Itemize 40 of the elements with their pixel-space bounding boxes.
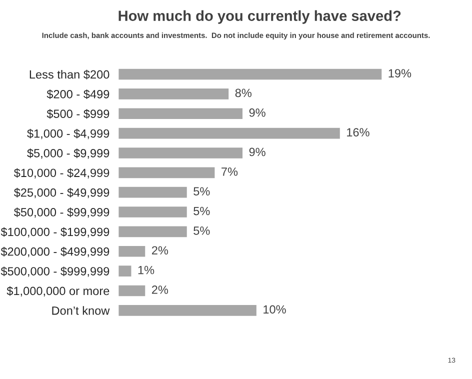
data-label: 5% (194, 226, 210, 235)
bar (118, 146, 244, 160)
y-tick-label: $500 - $999 (46, 109, 110, 119)
data-label: 2% (152, 246, 168, 254)
bar (118, 126, 342, 140)
bar (118, 87, 230, 101)
bar (118, 166, 216, 180)
bar (118, 284, 147, 298)
y-tick-label: $1,000 - $4,999 (27, 128, 110, 140)
data-label: 2% (152, 286, 168, 294)
y-tick-label: $500,000 - $999,999 (0, 266, 110, 277)
y-tick-label: $1,000,000 or more (6, 286, 110, 297)
chart-title: How much do you currently have saved? (118, 10, 401, 24)
y-tick-label: $5,000 - $9,999 (27, 148, 110, 159)
data-label: 9% (249, 108, 266, 117)
y-tick-label: $200,000 - $499,999 (0, 246, 110, 258)
bar (118, 205, 188, 219)
y-tick-label: $25,000 - $49,999 (14, 188, 110, 198)
y-tick-label: Don’t know (52, 306, 110, 315)
data-label: 8% (235, 88, 252, 98)
bar (118, 224, 188, 238)
bar (118, 186, 188, 200)
bar (118, 304, 258, 318)
y-tick-label: $50,000 - $99,999 (14, 208, 110, 218)
y-tick-label: $100,000 - $199,999 (0, 227, 110, 238)
data-label: 1% (138, 266, 154, 274)
data-label: 5% (194, 206, 210, 216)
bar (118, 67, 384, 82)
data-label: 16% (347, 128, 370, 136)
data-label: 19% (388, 69, 412, 78)
bar (118, 106, 244, 120)
bar (118, 244, 147, 258)
y-tick-label: $200 - $499 (46, 89, 110, 100)
data-label: 10% (264, 305, 286, 314)
data-label: 7% (222, 168, 238, 176)
data-label: 9% (249, 148, 266, 156)
y-tick-label: $10,000 - $24,999 (14, 168, 110, 178)
data-label: 5% (194, 187, 210, 196)
bar (118, 264, 133, 278)
y-tick-label: Less than $200 (30, 70, 110, 80)
